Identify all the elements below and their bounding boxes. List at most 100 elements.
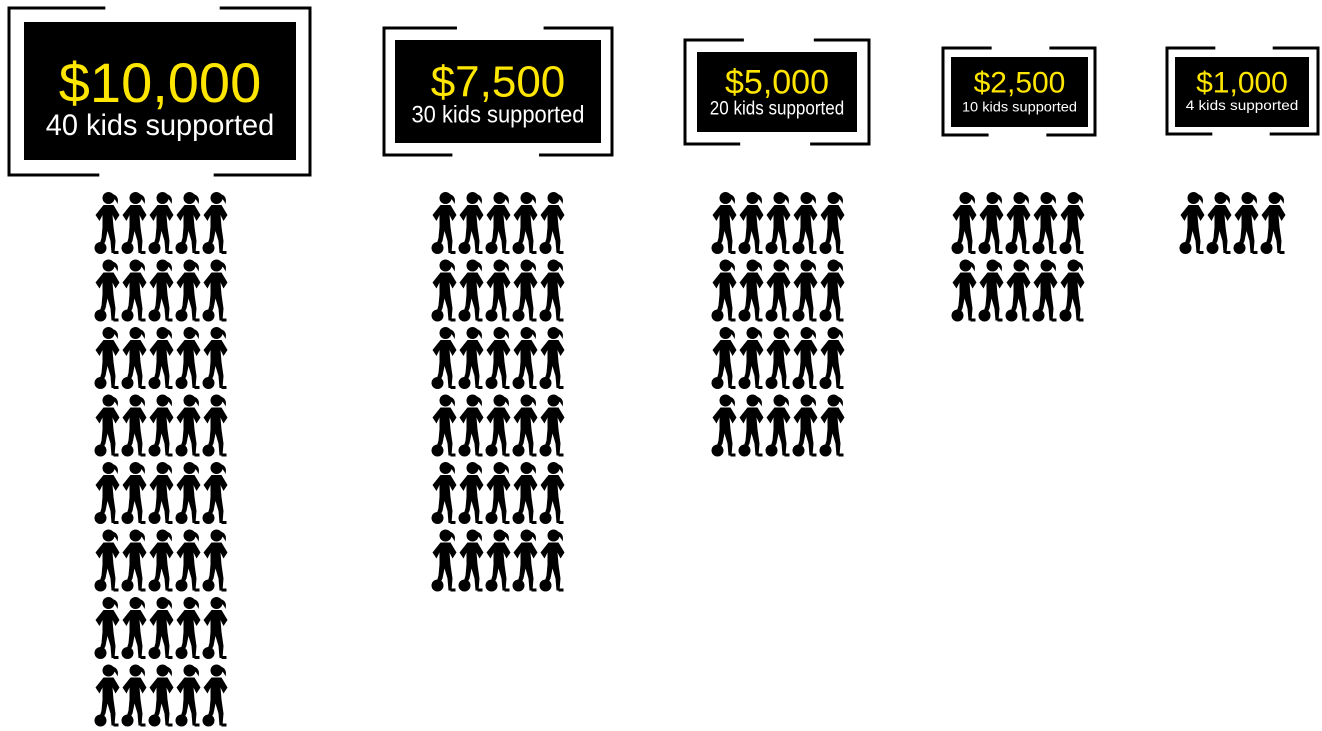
- kid-icon: [122, 192, 147, 254]
- tier: $1,0004 kids supported: [1167, 48, 1318, 254]
- kid-icon: [176, 192, 201, 254]
- pictograph: $10,00040 kids supported $7,50030 kids su…: [0, 0, 1322, 731]
- kid-icon: [540, 260, 565, 322]
- kid-icon: [432, 462, 457, 524]
- tier-amount: $5,000: [725, 64, 829, 102]
- kid-icon: [203, 462, 228, 524]
- kid-icon: [176, 665, 201, 727]
- kid-icon: [540, 462, 565, 524]
- kid-icon: [793, 192, 818, 254]
- kid-icon: [459, 530, 484, 592]
- kid-icon: [766, 192, 791, 254]
- kid-icon: [486, 462, 511, 524]
- kid-icon: [513, 395, 538, 457]
- tier-amount: $2,500: [974, 67, 1066, 100]
- kid-icon: [176, 395, 201, 457]
- kid-icons: [1180, 192, 1286, 254]
- kid-icon: [739, 327, 764, 389]
- kid-icon: [712, 260, 737, 322]
- kid-icon: [122, 597, 147, 659]
- kid-icon: [459, 395, 484, 457]
- kid-icon: [739, 192, 764, 254]
- kid-icon: [203, 530, 228, 592]
- kid-icon: [979, 192, 1004, 254]
- kid-icon: [1033, 192, 1058, 254]
- kid-icon: [486, 192, 511, 254]
- kid-icons: [712, 192, 845, 457]
- kid-icon: [95, 530, 120, 592]
- kid-icon: [540, 395, 565, 457]
- kid-icon: [176, 462, 201, 524]
- kid-icon: [432, 260, 457, 322]
- kid-icon: [149, 462, 174, 524]
- kid-icon: [149, 327, 174, 389]
- kid-icon: [432, 192, 457, 254]
- kid-icon: [95, 462, 120, 524]
- kid-icon: [486, 530, 511, 592]
- kid-icon: [122, 462, 147, 524]
- kid-icon: [739, 260, 764, 322]
- kid-icon: [432, 327, 457, 389]
- kid-icon: [203, 192, 228, 254]
- kid-icon: [95, 665, 120, 727]
- kid-icon: [459, 327, 484, 389]
- kid-icon: [149, 395, 174, 457]
- kid-icon: [793, 395, 818, 457]
- kid-icon: [486, 395, 511, 457]
- kid-icon: [820, 260, 845, 322]
- kid-icon: [459, 462, 484, 524]
- kid-icon: [432, 530, 457, 592]
- kid-icons: [432, 192, 565, 592]
- kid-icon: [1033, 260, 1058, 322]
- kid-icon: [95, 395, 120, 457]
- kid-icon: [149, 665, 174, 727]
- kid-icon: [149, 192, 174, 254]
- kid-icon: [176, 327, 201, 389]
- kid-icon: [486, 327, 511, 389]
- kid-icon: [1006, 192, 1031, 254]
- kid-icon: [1261, 192, 1286, 254]
- kid-icons: [95, 192, 228, 727]
- kid-icon: [95, 192, 120, 254]
- kid-icon: [176, 260, 201, 322]
- kid-icon: [486, 260, 511, 322]
- kid-icon: [176, 597, 201, 659]
- kid-icon: [149, 597, 174, 659]
- kid-icon: [712, 192, 737, 254]
- kid-icon: [95, 597, 120, 659]
- kids-supported: 30 kids supported: [411, 101, 584, 128]
- kid-icon: [122, 260, 147, 322]
- kid-icon: [820, 192, 845, 254]
- kid-icon: [820, 395, 845, 457]
- kid-icon: [739, 395, 764, 457]
- kid-icon: [95, 327, 120, 389]
- kid-icon: [1060, 260, 1085, 322]
- kid-icon: [513, 327, 538, 389]
- kid-icons: [952, 192, 1085, 322]
- kid-icon: [1006, 260, 1031, 322]
- kid-icon: [1180, 192, 1205, 254]
- kid-icon: [820, 327, 845, 389]
- kid-icon: [459, 260, 484, 322]
- kid-icon: [149, 260, 174, 322]
- kid-icon: [1234, 192, 1259, 254]
- kid-icon: [513, 462, 538, 524]
- kid-icon: [122, 327, 147, 389]
- kid-icon: [766, 395, 791, 457]
- kid-icon: [432, 395, 457, 457]
- kid-icon: [793, 327, 818, 389]
- kid-icon: [712, 395, 737, 457]
- kid-icon: [513, 260, 538, 322]
- kid-icon: [766, 327, 791, 389]
- kid-icon: [122, 395, 147, 457]
- kid-icon: [766, 260, 791, 322]
- kid-icon: [95, 260, 120, 322]
- kid-icon: [203, 260, 228, 322]
- kid-icon: [176, 530, 201, 592]
- kids-supported: 10 kids supported: [962, 99, 1077, 115]
- kids-supported: 20 kids supported: [710, 98, 844, 119]
